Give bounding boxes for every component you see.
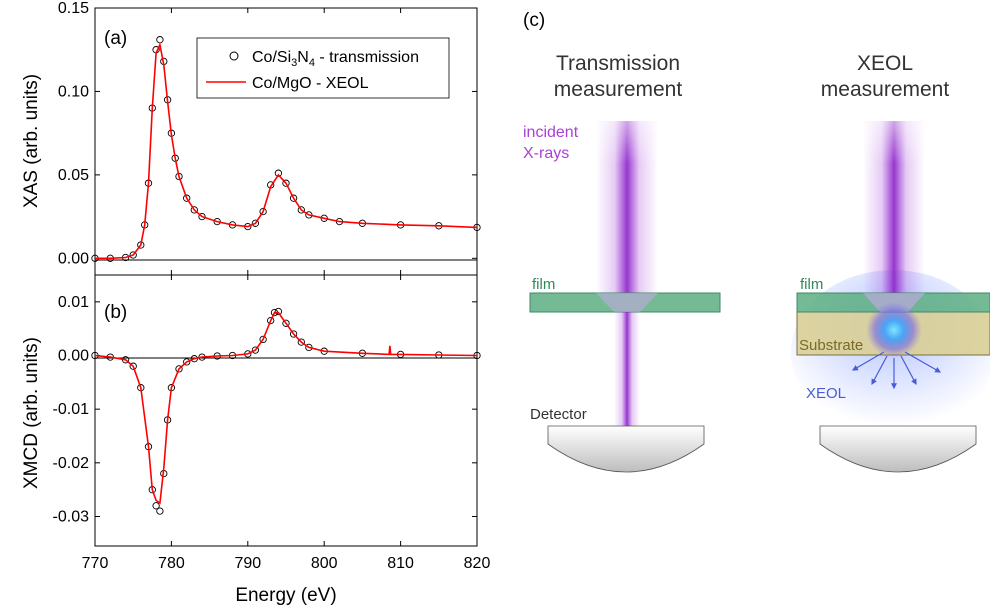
data-point-transmission — [289, 330, 298, 338]
left-title-line1: Transmission — [556, 52, 680, 75]
data-point-transmission — [152, 502, 160, 510]
data-point-transmission — [175, 365, 183, 373]
left-incident-label-2: X-rays — [523, 145, 569, 162]
data-point-transmission — [267, 316, 275, 325]
xeol-label: XEOL — [806, 385, 846, 402]
data-point-transmission — [129, 362, 137, 370]
y-tick-label: 0.00 — [58, 250, 89, 267]
data-point-transmission — [259, 207, 267, 216]
x-tick-label: 790 — [234, 555, 261, 572]
data-point-transmission — [183, 358, 191, 366]
left-xray-beam — [596, 121, 658, 293]
data-point-transmission — [183, 194, 191, 202]
right-film-label: film — [800, 276, 823, 293]
chart-a: 0.00 0.05 0.10 0.15 (a) XAS (arb. units) Co… — [21, 0, 481, 276]
chart-a-axis: 0.00 0.05 0.10 0.15 — [58, 0, 478, 275]
legend: Co/Si3N4 - transmission Co/MgO - XEOL — [196, 37, 450, 99]
data-point-transmission — [297, 206, 305, 214]
data-point-transmission — [156, 507, 164, 515]
series-line-xeol — [95, 42, 478, 260]
chart-b-frame — [94, 274, 478, 547]
data-point-transmission — [274, 169, 283, 177]
x-tick-label: 820 — [464, 555, 491, 572]
left-title-line2: measurement — [554, 78, 683, 101]
right-title-line1: XEOL — [857, 52, 913, 75]
data-point-transmission — [190, 206, 198, 214]
data-point-transmission — [297, 338, 305, 346]
chart-a-plot — [91, 36, 481, 262]
x-tick-label: 800 — [311, 555, 338, 572]
xeol-glow — [866, 302, 922, 358]
data-point-transmission — [251, 346, 260, 354]
y-tick-label: -0.01 — [53, 401, 90, 418]
data-point-transmission — [251, 219, 260, 227]
y-tick-label: 0.00 — [58, 347, 89, 364]
right-title-line2: measurement — [821, 78, 950, 101]
data-point-transmission — [289, 194, 298, 202]
data-point-transmission — [129, 251, 137, 259]
chart-b-axis: 770 780 790 800 810 820 0.01 0.00 -0.01 -0.02 -0.0… — [53, 275, 491, 572]
y-tick-label: -0.02 — [53, 455, 90, 472]
panel-c-label: (c) — [523, 10, 545, 31]
y-tick-label: 0.05 — [58, 167, 89, 184]
detector-label: Detector — [530, 406, 587, 423]
left-detector — [547, 425, 705, 473]
xeol-emission-arrows — [851, 351, 942, 390]
data-point-transmission — [156, 36, 164, 44]
y-tick-label: 0.10 — [58, 83, 89, 100]
diagram-c: (c) Transmission measurement XEOL measur… — [523, 10, 990, 473]
series-line-xeol — [94, 311, 478, 505]
left-incident-label-1: incident — [523, 124, 579, 141]
data-point-transmission — [259, 335, 267, 344]
panel-a-label: (a) — [104, 28, 127, 49]
chart-b-xlabel: Energy (eV) — [235, 585, 336, 606]
data-point-transmission — [282, 179, 290, 187]
legend-entry-transmission: Co/Si3N4 - transmission — [252, 49, 419, 69]
chart-a-ylabel: XAS (arb. units) — [21, 74, 42, 208]
y-tick-label: 0.15 — [58, 0, 89, 17]
y-tick-label: -0.03 — [53, 508, 90, 525]
left-transmitted-beam — [614, 312, 640, 426]
chart-b: 770 780 790 800 810 820 0.01 0.00 -0.01 -0.02 -0.0… — [21, 274, 491, 606]
data-point-transmission — [274, 307, 283, 316]
panel-b-label: (b) — [104, 302, 127, 323]
right-detector — [819, 425, 977, 473]
right-xray-beam — [863, 121, 925, 293]
legend-entry-xeol: Co/MgO - XEOL — [252, 75, 369, 92]
data-point-transmission — [282, 319, 290, 327]
data-point-transmission — [198, 212, 206, 221]
substrate-label: Substrate — [799, 337, 863, 354]
y-tick-label: 0.01 — [58, 294, 89, 311]
left-beam-taper — [596, 293, 658, 312]
legend-box — [196, 37, 450, 99]
x-tick-label: 770 — [82, 555, 109, 572]
chart-b-ylabel: XMCD (arb. units) — [21, 337, 42, 489]
x-tick-label: 780 — [158, 555, 185, 572]
chart-b-plot — [91, 307, 481, 515]
left-film-label: film — [532, 276, 555, 293]
x-tick-label: 810 — [387, 555, 414, 572]
legend-circle-marker — [229, 51, 239, 61]
